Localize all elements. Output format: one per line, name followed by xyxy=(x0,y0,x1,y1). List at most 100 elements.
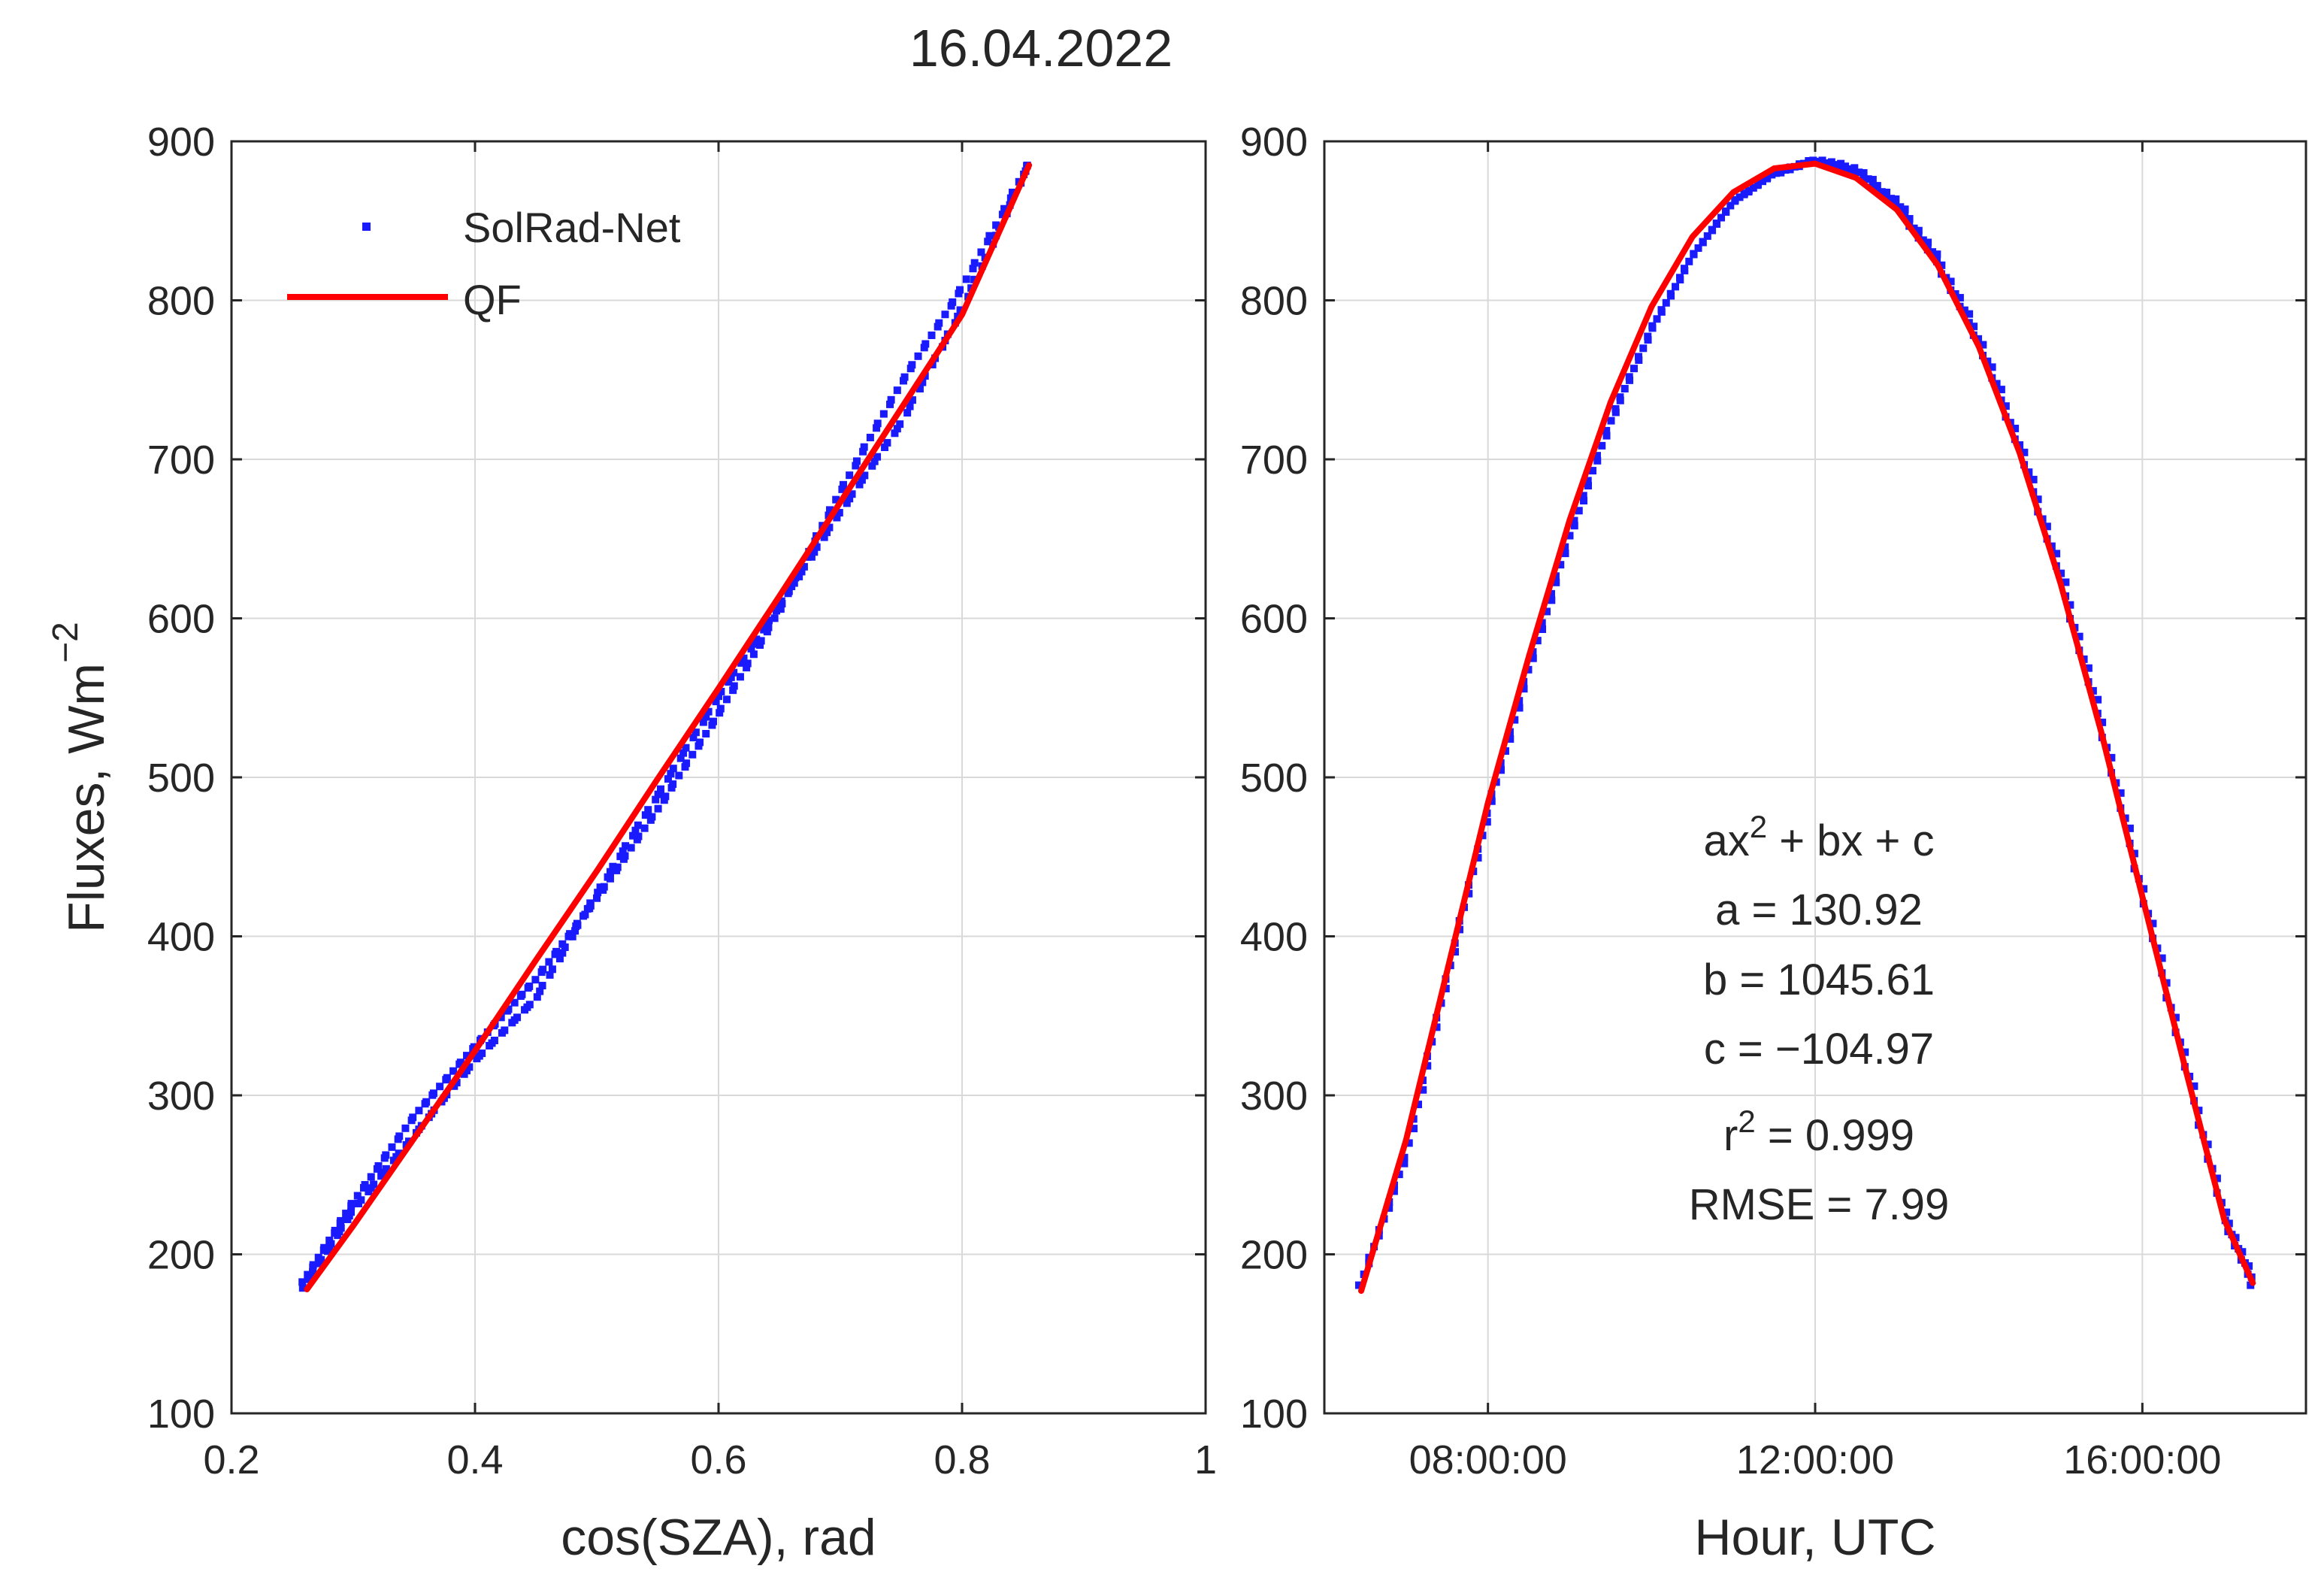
data-point xyxy=(2029,475,2038,483)
data-point xyxy=(970,275,979,283)
data-point xyxy=(2247,1281,2255,1289)
data-point xyxy=(1919,236,1927,244)
data-point xyxy=(1680,265,1688,273)
data-point xyxy=(1405,1139,1413,1147)
data-point xyxy=(969,265,977,273)
left-grid xyxy=(231,141,1206,1414)
data-point xyxy=(702,729,710,737)
right-panel: 100 200 300 400 500 600 700 800 900 08:00:00 12:00… xyxy=(1240,120,2307,1566)
data-point xyxy=(2099,718,2107,726)
data-point xyxy=(568,932,576,940)
data-point xyxy=(688,750,697,759)
data-point xyxy=(762,621,770,629)
data-point xyxy=(903,409,912,417)
data-point xyxy=(298,1284,307,1292)
data-point xyxy=(1433,1023,1441,1031)
data-point xyxy=(571,927,579,935)
fit-coef-a: a = 130.92 xyxy=(1715,886,1923,934)
data-point xyxy=(634,821,642,829)
data-point xyxy=(1354,1281,1363,1289)
data-point xyxy=(508,1019,516,1027)
data-point xyxy=(631,826,640,834)
data-point xyxy=(1511,716,1519,724)
data-point xyxy=(1745,188,1753,196)
x-tick-label: 0.4 xyxy=(446,1437,503,1482)
data-point xyxy=(621,852,629,860)
data-point xyxy=(914,352,922,360)
data-point xyxy=(858,476,866,484)
y-tick-label: 500 xyxy=(1240,756,1308,801)
data-point xyxy=(757,637,765,645)
data-point xyxy=(388,1143,396,1151)
figure-title: 16.04.2022 xyxy=(909,19,1173,77)
data-point xyxy=(533,993,541,1001)
data-point xyxy=(1703,232,1711,240)
data-point xyxy=(323,1247,331,1255)
data-point xyxy=(1515,704,1524,712)
data-point xyxy=(606,868,614,876)
data-point xyxy=(1708,226,1716,234)
data-point xyxy=(1823,159,1831,168)
data-point xyxy=(1731,197,1739,205)
data-point xyxy=(1836,163,1844,171)
data-point xyxy=(730,682,738,690)
x-tick-label: 12:00:00 xyxy=(1736,1437,1894,1482)
data-point xyxy=(1754,181,1762,189)
right-data xyxy=(1354,156,2256,1295)
data-point xyxy=(629,831,637,840)
data-point xyxy=(1721,207,1729,216)
data-point xyxy=(609,862,617,871)
data-point xyxy=(879,410,888,418)
data-point xyxy=(2075,632,2083,641)
data-point xyxy=(456,1058,464,1067)
data-point xyxy=(1892,201,1900,209)
data-point xyxy=(2011,424,2020,432)
data-point xyxy=(873,419,882,428)
data-point xyxy=(1400,1159,1409,1168)
data-point xyxy=(2190,1082,2198,1090)
data-point xyxy=(1685,257,1693,265)
data-point xyxy=(970,259,979,267)
data-point xyxy=(675,771,683,780)
data-point xyxy=(561,943,569,951)
data-point xyxy=(883,438,891,447)
x-tick-label: 0.8 xyxy=(934,1437,990,1482)
data-point xyxy=(870,457,879,465)
data-point xyxy=(1487,797,1496,805)
data-point xyxy=(2002,402,2010,410)
data-point xyxy=(1538,619,1546,627)
data-point xyxy=(1548,596,1556,604)
data-point xyxy=(795,572,803,580)
data-point xyxy=(1965,310,1974,318)
data-point xyxy=(797,568,806,576)
y-tick-label: 900 xyxy=(1240,120,1308,165)
data-point xyxy=(1864,175,1872,183)
data-point xyxy=(640,824,649,832)
data-point xyxy=(604,873,612,881)
y-label-text: Fluxes, Wm xyxy=(58,663,115,933)
data-point xyxy=(389,1156,398,1164)
data-point xyxy=(1520,685,1528,693)
data-point xyxy=(710,717,718,725)
data-point xyxy=(679,749,688,757)
data-point xyxy=(906,402,914,410)
data-point xyxy=(654,804,662,813)
data-point xyxy=(756,641,764,650)
data-point xyxy=(1657,306,1666,314)
data-point xyxy=(2108,753,2116,762)
data-point xyxy=(552,947,561,956)
data-point xyxy=(1524,665,1533,674)
data-point xyxy=(401,1124,410,1132)
data-point xyxy=(1584,477,1592,485)
data-point xyxy=(1584,482,1593,490)
data-point xyxy=(1009,188,1017,196)
data-point xyxy=(1474,853,1482,862)
data-point xyxy=(873,424,881,432)
data-point xyxy=(740,654,748,662)
data-point xyxy=(956,306,964,314)
data-point xyxy=(749,650,758,659)
data-point xyxy=(1580,497,1588,505)
data-point xyxy=(866,433,874,441)
data-point xyxy=(715,692,722,701)
data-point xyxy=(743,664,751,672)
